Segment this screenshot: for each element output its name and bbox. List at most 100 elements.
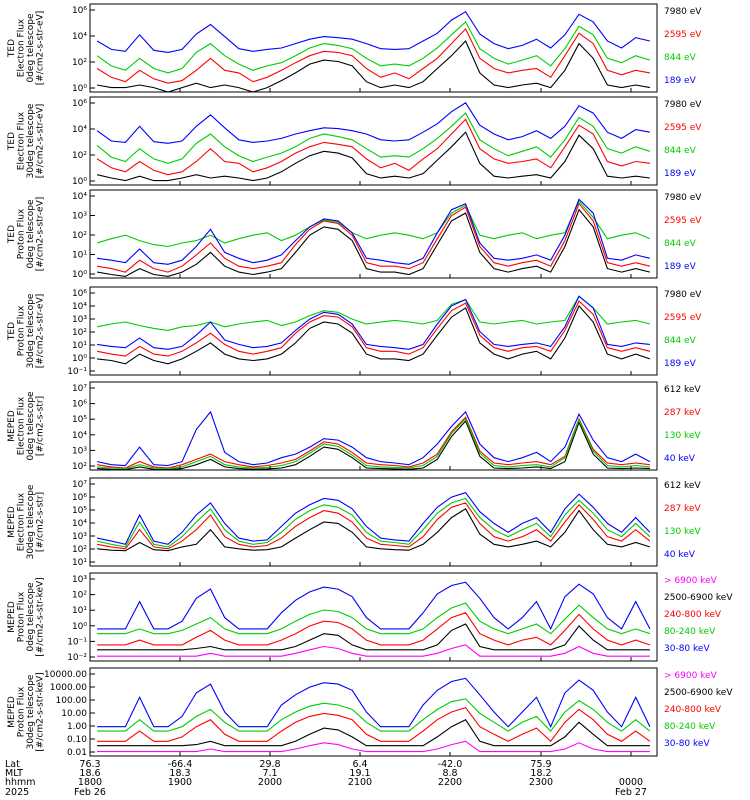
y-axis-label-line: Proton Flux — [17, 208, 27, 259]
hhmm-value: 2200 — [438, 777, 462, 788]
y-axis-label: TEDElectron Flux0deg telescope[#/cm2-s-s… — [7, 11, 46, 86]
y-axis-label-line: 0deg telescope — [26, 199, 36, 269]
y-tick-label: 10² — [72, 58, 87, 68]
legend: 612 keV 287 keV 130 keV 40 keV — [664, 385, 701, 464]
y-tick-label: 10² — [72, 231, 87, 241]
legend-entry: 844 eV — [664, 336, 697, 346]
y-axis-label-line: [#/cm2-s-str-eV] — [36, 197, 46, 272]
series-line — [97, 718, 650, 747]
y-tick-label: 10⁶ — [72, 99, 87, 109]
y-axis-label-line: Proton Flux — [17, 305, 27, 356]
y-axis-label: MEPEDProton Flux30deg telescope[#/cm2-s-… — [7, 672, 46, 751]
y-axis-label-line: 30deg telescope — [26, 674, 36, 749]
series-line — [97, 295, 650, 350]
series-line — [96, 10, 651, 53]
y-axis-label-line: TED — [7, 225, 17, 244]
y-tick-label: 10⁰ — [72, 84, 87, 94]
lat-value: -66.4 — [168, 759, 193, 770]
legend: > 6900 keV 2500-6900 keV 240-800 keV 80-240… — [664, 671, 733, 749]
hhmm-value: 1900 — [168, 777, 192, 788]
date-value: Feb 27 — [615, 787, 647, 798]
y-tick-label: 10⁴ — [72, 519, 87, 529]
mlt-value: 18.3 — [169, 768, 190, 779]
legend-entry: 2595 eV — [664, 30, 702, 40]
plot-frame — [89, 572, 658, 662]
legend-entry: 2500-6900 keV — [664, 593, 733, 603]
legend-entry: 2595 eV — [664, 216, 702, 226]
series-line — [96, 118, 650, 176]
y-tick-label: 10⁴ — [72, 431, 87, 441]
y-axis-label-line: Proton Flux — [17, 591, 27, 642]
y-tick-label: 10⁰ — [72, 270, 87, 280]
legend: 7980 eV 2595 eV 844 eV 189 eV — [664, 290, 702, 369]
y-axis-label-line: [#/cm2-s-str-keV] — [36, 672, 46, 751]
y-tick-label: 10⁻¹ — [67, 367, 87, 377]
hhmm-value: 0000 — [619, 777, 643, 788]
y-tick-label: 10⁶ — [72, 6, 87, 16]
y-tick-label: 10⁰ — [72, 354, 87, 364]
legend-entry: 844 eV — [664, 53, 697, 63]
y-tick-label: 1000.00 — [50, 683, 87, 693]
y-tick-label: 10³ — [72, 532, 87, 542]
y-tick-label: 10⁷ — [72, 384, 87, 394]
series-line — [97, 202, 651, 273]
hhmm-value: 1800 — [78, 777, 102, 788]
legend-entry: 40 keV — [664, 550, 696, 560]
y-tick-label: 10¹ — [72, 251, 87, 261]
series-line — [97, 698, 651, 732]
panel-5: 10⁷ 10⁶ 10⁵ 10⁴ 10³ 10² MEPEDElectron Flux0deg… — [7, 381, 701, 472]
legend-entry: 80-240 keV — [664, 722, 716, 732]
y-axis-label: MEPEDElectron Flux30deg telescope[#/cm2-… — [7, 484, 46, 559]
series-line — [97, 623, 650, 651]
row-label-hhmm: hhmm — [5, 777, 36, 788]
legend-entry: 30-80 keV — [664, 644, 710, 654]
date-value: Feb 26 — [74, 787, 106, 798]
y-tick-label: 10⁻¹ — [67, 637, 87, 647]
plot-frame — [89, 189, 658, 279]
legend-entry: > 6900 keV — [664, 671, 718, 681]
legend-entry: 844 eV — [664, 239, 697, 249]
row-label-lat: Lat — [5, 759, 20, 770]
series-line — [96, 497, 651, 548]
y-axis-label-line: TED — [7, 39, 17, 58]
y-tick-label: 10² — [72, 591, 87, 601]
legend-entry: 612 keV — [664, 385, 701, 395]
legend-entry: 30-80 keV — [664, 739, 710, 749]
legend-entry: 189 eV — [664, 359, 697, 369]
y-axis-label-line: 0deg telescope — [26, 391, 36, 461]
y-tick-label: 10¹ — [72, 606, 87, 616]
legend-entry: 7980 eV — [664, 7, 702, 17]
row-label-year: 2025 — [5, 787, 29, 798]
mlt-value: 8.8 — [442, 768, 457, 779]
series-line — [97, 304, 651, 365]
series-line — [96, 102, 650, 144]
series-line — [96, 410, 651, 467]
y-tick-label: 10² — [72, 545, 87, 555]
y-axis-label-line: MEPED — [7, 601, 17, 633]
y-tick-label: 10⁴ — [72, 32, 87, 42]
legend-entry: 189 eV — [664, 169, 697, 179]
legend: > 6900 keV 2500-6900 keV 240-800 keV 80-240… — [664, 576, 733, 654]
y-axis-label-line: Proton Flux — [17, 686, 27, 737]
legend-entry: 130 keV — [664, 527, 701, 537]
legend-entry: 612 keV — [664, 481, 701, 491]
y-tick-label: 10⁶ — [72, 493, 87, 503]
legend-entry: 7980 eV — [664, 290, 702, 300]
y-tick-label: 10³ — [72, 446, 87, 456]
series-line — [97, 706, 651, 743]
y-axis-label-line: Electron Flux — [17, 18, 27, 77]
legend-entry: 189 eV — [664, 76, 697, 86]
y-axis-label-line: [#/cm2-s-str-keV] — [36, 577, 46, 656]
y-tick-label: 10¹ — [72, 341, 87, 351]
x-axis-annotation: Lat MLT hhmm 2025 76.3 18.6 1800 Feb 26 … — [5, 759, 647, 798]
series-line — [97, 502, 651, 550]
mlt-value: 18.6 — [79, 768, 100, 779]
legend-entry: 2595 eV — [664, 313, 702, 323]
series-line — [97, 417, 650, 470]
series-line — [97, 677, 651, 729]
plot-frame — [89, 381, 658, 471]
y-axis-label-line: 0deg telescope — [26, 582, 36, 652]
y-tick-label: 10⁵ — [72, 415, 87, 425]
legend-entry: 7980 eV — [664, 193, 702, 203]
